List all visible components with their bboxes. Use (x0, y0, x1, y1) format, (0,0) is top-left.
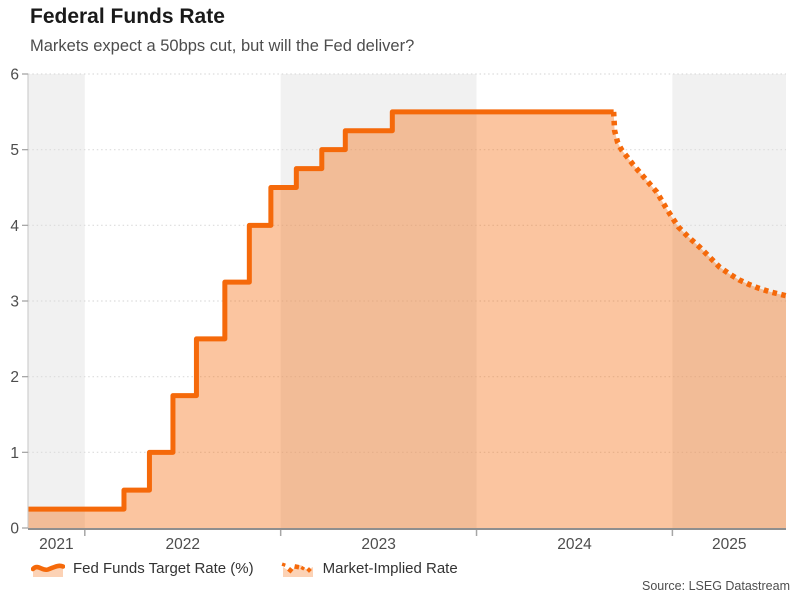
y-axis-label-2: 2 (10, 369, 19, 386)
y-axis-label-6: 6 (10, 67, 19, 84)
year-band-2023 (280, 74, 477, 528)
legend-label-market-implied: Market-Implied Rate (322, 560, 458, 577)
x-axis-label-2025: 2025 (712, 536, 746, 553)
y-axis-label-1: 1 (10, 445, 19, 462)
fed-funds-target-rate-line (28, 109, 614, 512)
page-title: Federal Funds Rate (30, 5, 225, 28)
y-axis-label-3: 3 (10, 294, 19, 311)
y-axis-label-5: 5 (10, 142, 19, 159)
x-axis-label-2022: 2022 (165, 536, 199, 553)
legend-item-fed-funds: Fed Funds Target Rate (%) (30, 560, 254, 577)
area-line-swatch-icon (30, 560, 66, 577)
x-axis-label-2024: 2024 (557, 536, 592, 553)
source-attribution: Source: LSEG Datastream (642, 579, 790, 593)
legend-item-market-implied: Market-Implied Rate (281, 560, 458, 577)
y-axis-label-0: 0 (10, 521, 19, 538)
chart-subtitle: Markets expect a 50bps cut, but will the… (30, 37, 415, 55)
x-axis-label-2021: 2021 (39, 536, 73, 553)
y-axis-label-4: 4 (10, 218, 19, 235)
legend-label-fed-funds: Fed Funds Target Rate (%) (73, 560, 254, 577)
dotted-line-swatch-icon (281, 560, 315, 577)
area-fill (28, 111, 786, 528)
market-implied-rate-line (610, 111, 787, 299)
x-axis-label-2023: 2023 (361, 536, 395, 553)
chart-legend: Fed Funds Target Rate (%) Market-Implied… (30, 560, 485, 577)
